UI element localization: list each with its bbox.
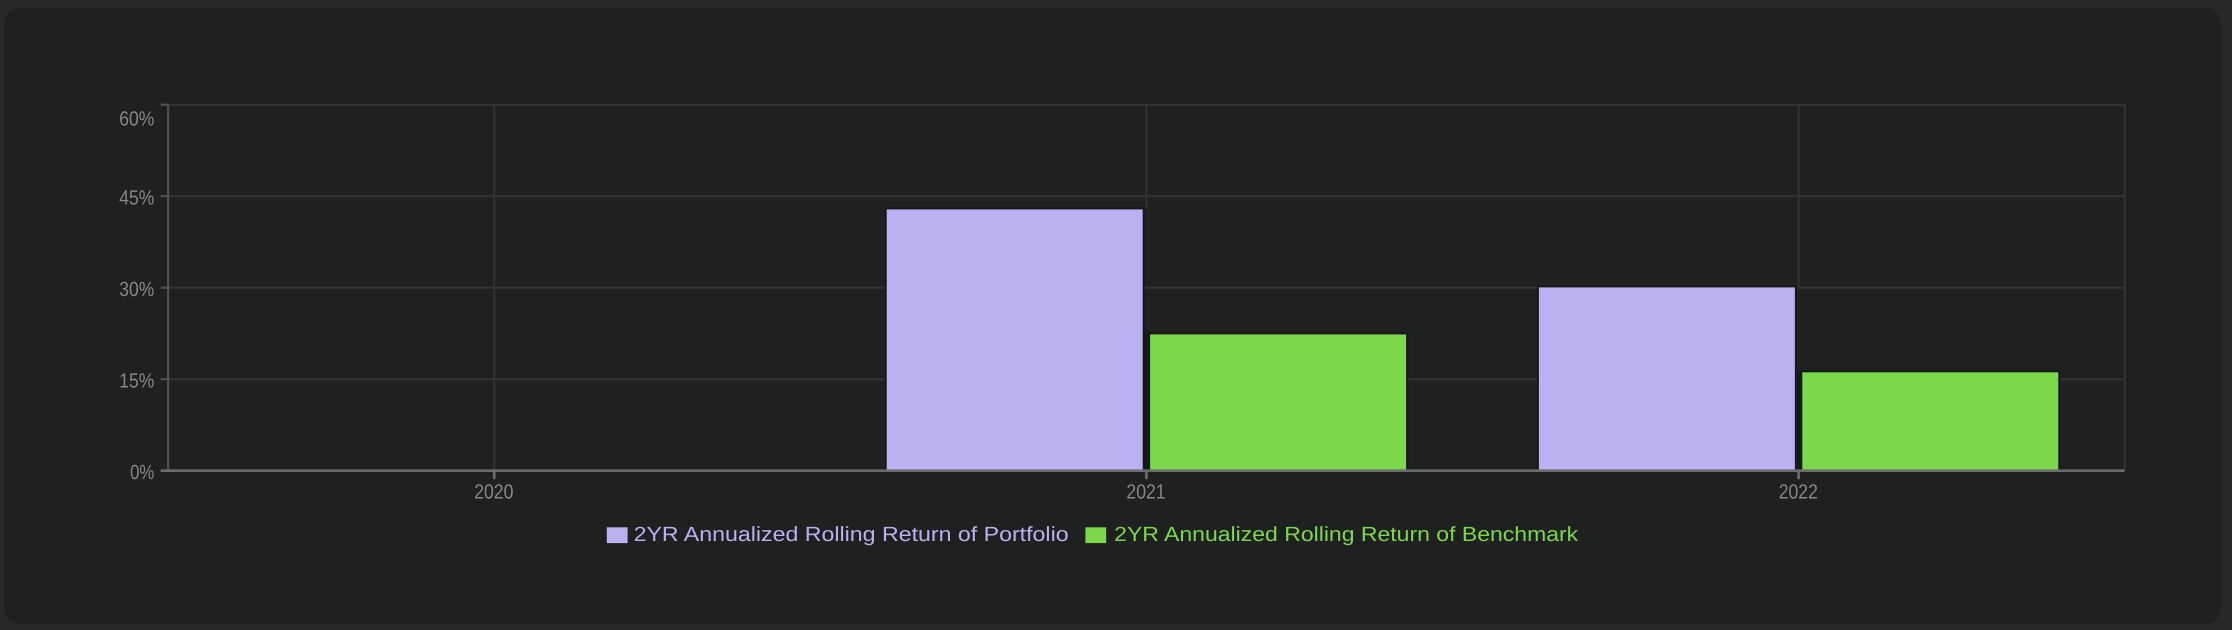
svg-text:60%: 60% (119, 108, 154, 131)
svg-text:30%: 30% (119, 278, 154, 301)
svg-text:2020: 2020 (474, 481, 513, 504)
svg-text:2022: 2022 (1779, 481, 1818, 504)
svg-text:45%: 45% (119, 187, 154, 210)
svg-text:15%: 15% (119, 370, 154, 393)
svg-text:2021: 2021 (1126, 481, 1165, 504)
svg-text:2YR Annualized Rolling Return: 2YR Annualized Rolling Return of Portfol… (634, 523, 1069, 546)
svg-text:0%: 0% (130, 461, 154, 484)
svg-text:2YR Annualized Rolling Return: 2YR Annualized Rolling Return of Benchma… (1114, 523, 1579, 546)
